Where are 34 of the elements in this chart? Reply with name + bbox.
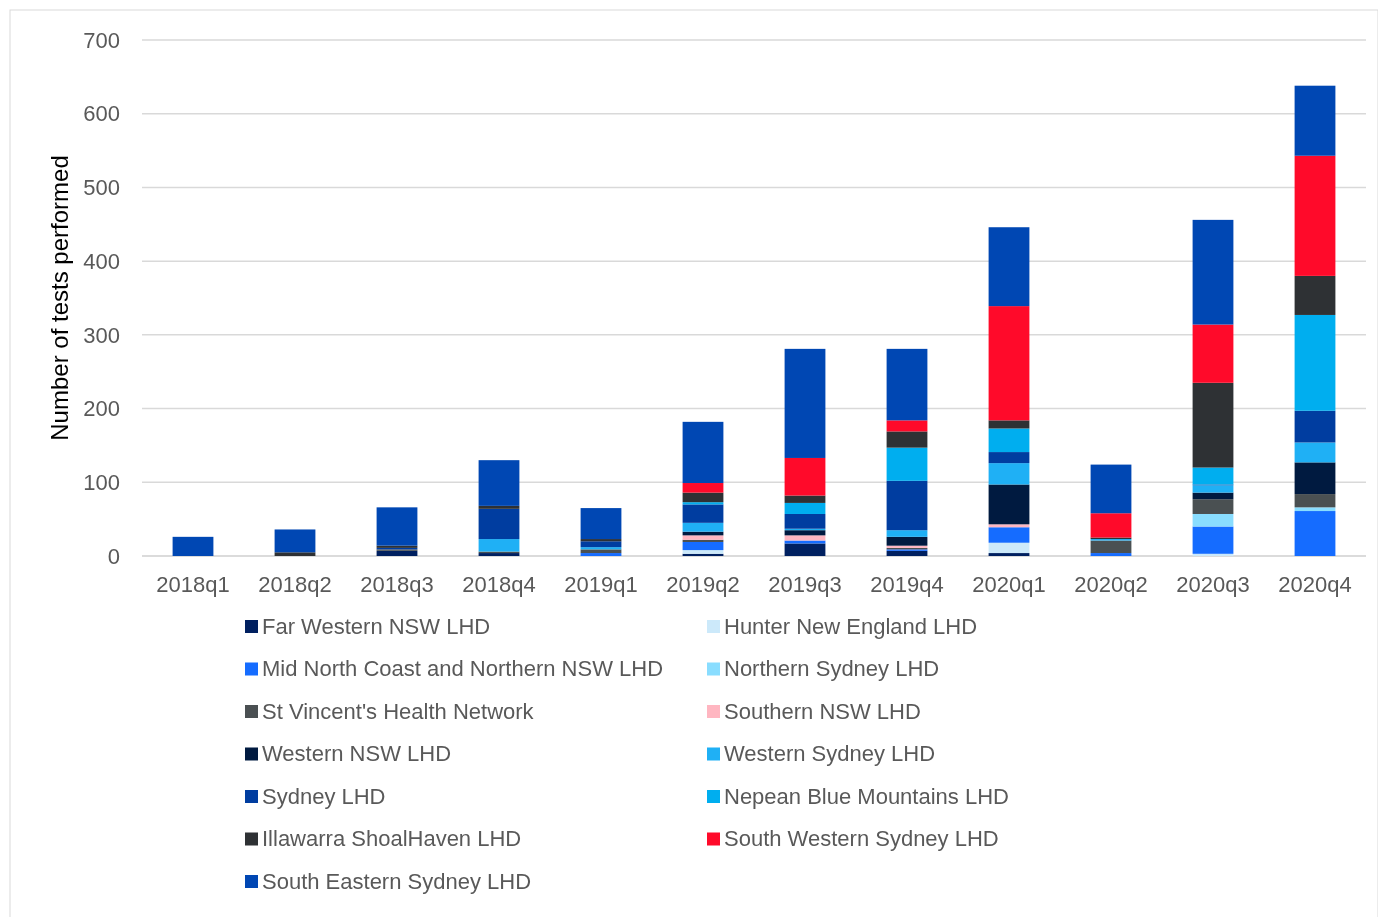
legend-label: Western Sydney LHD bbox=[724, 741, 936, 767]
legend-label: Hunter New England LHD bbox=[724, 613, 978, 639]
legend-label: South Western Sydney LHD bbox=[724, 826, 999, 852]
x-tick-label: 2018q2 bbox=[258, 572, 332, 597]
x-tick-label: 2019q1 bbox=[564, 572, 638, 597]
x-tick-label: 2019q4 bbox=[870, 572, 944, 597]
legend-label: Nepean Blue Mountains LHD bbox=[724, 783, 1009, 809]
legend-label: Sydney LHD bbox=[262, 783, 386, 809]
x-tick-label: 2019q2 bbox=[666, 572, 740, 597]
x-tick-label: 2020q3 bbox=[1176, 572, 1250, 597]
y-tick-label: 600 bbox=[83, 101, 120, 127]
x-tick-label: 2018q3 bbox=[360, 572, 434, 597]
y-tick-label: 500 bbox=[83, 175, 120, 201]
y-tick-label: 200 bbox=[83, 396, 120, 422]
legend-label: Northern Sydney LHD bbox=[724, 656, 940, 682]
x-tick-label: 2020q2 bbox=[1074, 572, 1148, 597]
x-tick-label: 2019q3 bbox=[768, 572, 842, 597]
x-tick-label: 2020q1 bbox=[972, 572, 1046, 597]
x-tick-label: 2020q4 bbox=[1278, 572, 1352, 597]
y-tick-label: 700 bbox=[83, 27, 120, 53]
y-axis-title: Number of tests performed bbox=[46, 155, 73, 441]
legend-label: Illawarra ShoalHaven LHD bbox=[262, 826, 522, 852]
legend-label: South Eastern Sydney LHD bbox=[262, 868, 532, 894]
legend-label: Mid North Coast and Northern NSW LHD bbox=[262, 656, 664, 682]
legend-label: St Vincent's Health Network bbox=[262, 698, 535, 724]
y-tick-label: 300 bbox=[83, 322, 120, 348]
legend-label: Far Western NSW LHD bbox=[262, 613, 491, 639]
x-tick-label: 2018q1 bbox=[156, 572, 230, 597]
y-tick-label: 0 bbox=[107, 543, 120, 569]
legend-label: Western NSW LHD bbox=[262, 741, 452, 767]
x-tick-label: 2018q4 bbox=[462, 572, 536, 597]
y-tick-label: 400 bbox=[83, 248, 120, 274]
y-tick-label: 100 bbox=[83, 469, 120, 495]
legend-label: Southern NSW LHD bbox=[724, 698, 921, 724]
